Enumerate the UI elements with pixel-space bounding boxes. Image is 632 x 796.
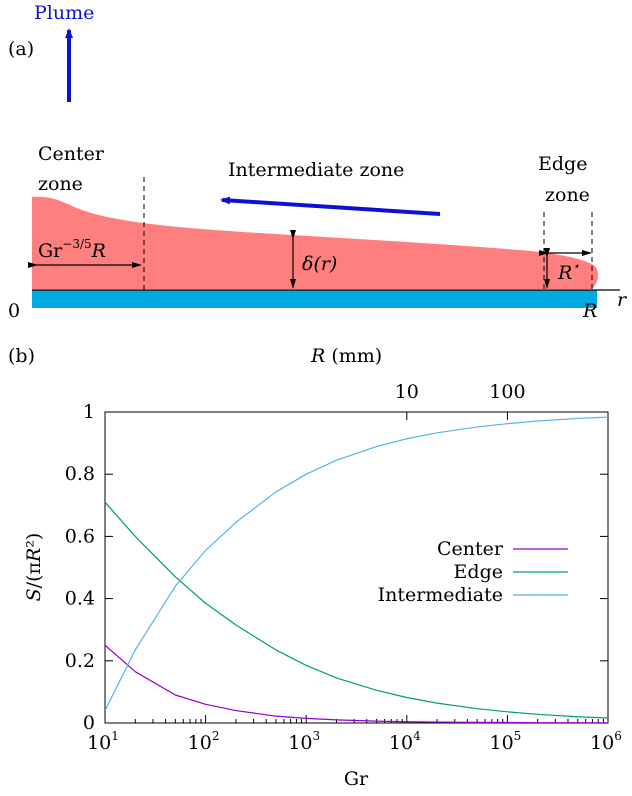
x-axis-title: Gr bbox=[344, 768, 369, 790]
series-line-intermediate bbox=[105, 416, 608, 711]
y-tick-label: 0 bbox=[83, 712, 95, 734]
x2-tick-label: 10 bbox=[395, 381, 419, 403]
y-tick-label: 0.2 bbox=[65, 650, 95, 672]
y-axis-title: S/(πR²) bbox=[23, 533, 45, 602]
plot-frame bbox=[104, 411, 609, 724]
center-zone-label-line1: Center bbox=[38, 143, 105, 165]
top-axis-title-unit: (mm) bbox=[325, 345, 382, 367]
radius-label: R bbox=[582, 300, 597, 322]
series-line-center bbox=[105, 644, 608, 723]
edge-zone-label-line1: Edge bbox=[538, 153, 587, 175]
x-tick-label: 102 bbox=[188, 729, 220, 754]
plume-label: Plume bbox=[34, 2, 94, 24]
y-tick-label: 0.6 bbox=[65, 525, 95, 547]
y-axis-title-s: S bbox=[23, 588, 45, 601]
panel-a-label: (a) bbox=[8, 38, 34, 60]
series-line-edge bbox=[105, 501, 608, 719]
thickness-label: δ(r) bbox=[302, 253, 337, 275]
x-tick-label: 103 bbox=[288, 729, 320, 754]
panel-b: (b) R (mm) 0 0.2 0.4 0.6 0.8 1 101 102 103 104 105… bbox=[8, 345, 622, 790]
substrate bbox=[32, 290, 597, 308]
plot-axes: 0 0.2 0.4 0.6 0.8 1 101 102 103 104 105 106 10 100 bbox=[65, 381, 622, 754]
x2-tick-label: 100 bbox=[489, 381, 525, 403]
x-tick-label: 101 bbox=[87, 729, 119, 754]
panel-b-label: (b) bbox=[8, 345, 35, 367]
y-axis-title-sq: ²) bbox=[23, 533, 45, 548]
panel-a: (a) Plume Center zone Intermediate zone … bbox=[8, 2, 628, 322]
intermediate-zone-label: Intermediate zone bbox=[228, 159, 404, 181]
legend-label-intermediate: Intermediate bbox=[378, 584, 503, 606]
center-width-label: Gr−3/5R bbox=[38, 237, 106, 262]
x-tick-label: 106 bbox=[590, 729, 622, 754]
flow-arrow bbox=[220, 196, 441, 216]
x-tick-label: 105 bbox=[489, 729, 521, 754]
legend-label-center: Center bbox=[437, 538, 504, 560]
r-axis-label: r bbox=[617, 289, 628, 311]
top-axis-title: R (mm) bbox=[310, 345, 382, 367]
center-zone-label-line2: zone bbox=[38, 173, 83, 195]
top-axis-title-symbol: R bbox=[310, 345, 325, 367]
plot-curves bbox=[105, 416, 608, 723]
y-axis-title-r: R bbox=[23, 548, 45, 563]
x-tick-label: 104 bbox=[389, 729, 421, 754]
legend-label-edge: Edge bbox=[454, 561, 503, 583]
y-tick-label: 0.4 bbox=[65, 588, 95, 610]
liquid-film bbox=[32, 196, 598, 289]
y-tick-label: 0.8 bbox=[65, 463, 95, 485]
edge-width-label: R⋆ bbox=[557, 259, 580, 284]
origin-label: 0 bbox=[8, 300, 20, 322]
y-axis-title-rest: /(π bbox=[23, 562, 45, 588]
edge-zone-label-line2: zone bbox=[545, 184, 590, 206]
y-tick-label: 1 bbox=[83, 401, 95, 423]
